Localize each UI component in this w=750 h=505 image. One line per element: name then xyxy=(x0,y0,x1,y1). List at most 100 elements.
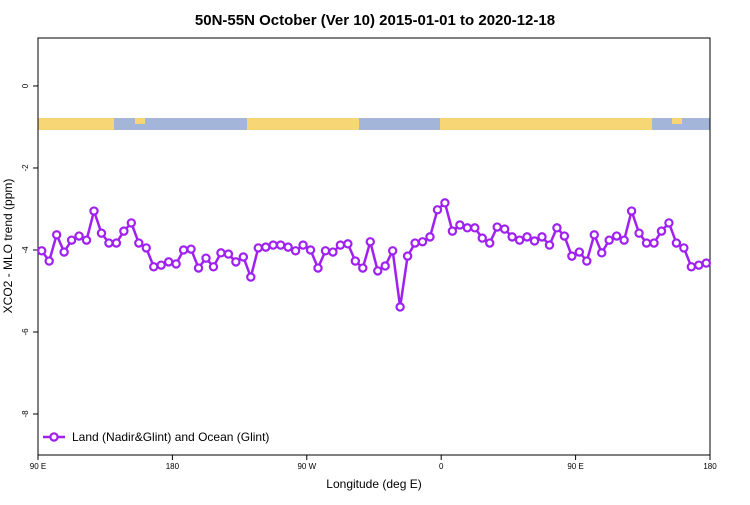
data-point xyxy=(641,238,652,248)
x-tick-label: 0 xyxy=(439,462,444,471)
x-tick-label: 90 E xyxy=(30,462,46,471)
data-point xyxy=(81,235,92,245)
data-point xyxy=(514,235,525,245)
data-point xyxy=(679,243,689,253)
data-point xyxy=(283,242,293,252)
data-point xyxy=(402,251,413,261)
data-point xyxy=(455,220,465,230)
data-point xyxy=(275,240,286,250)
data-point xyxy=(701,258,711,268)
data-point xyxy=(522,232,532,242)
data-point xyxy=(96,228,107,238)
data-point xyxy=(537,232,547,242)
x-tick-label: 180 xyxy=(166,462,180,471)
legend-marker xyxy=(49,432,59,442)
y-tick-label: -6 xyxy=(21,328,30,336)
data-point xyxy=(462,223,473,233)
data-point xyxy=(694,260,704,270)
x-tick-label: 90 E xyxy=(567,462,583,471)
data-point xyxy=(432,205,443,215)
data-point xyxy=(66,235,77,245)
data-point xyxy=(574,247,585,257)
y-tick-label: 0 xyxy=(21,83,30,88)
data-point xyxy=(134,238,144,248)
data-point xyxy=(216,248,226,258)
data-point xyxy=(671,238,682,248)
data-point xyxy=(298,240,308,250)
data-point xyxy=(44,256,54,266)
data-point xyxy=(559,231,570,241)
data-point xyxy=(477,233,487,243)
data-point xyxy=(611,231,622,241)
data-point xyxy=(201,253,211,263)
data-point xyxy=(290,246,301,256)
data-point xyxy=(649,238,659,248)
y-axis-label: XCO2 - MLO trend (ppm) xyxy=(1,179,15,314)
data-point xyxy=(89,206,99,216)
x-axis-label: Longitude (deg E) xyxy=(326,477,421,491)
data-point xyxy=(664,218,674,228)
data-point xyxy=(507,232,517,242)
x-tick-label: 90 W xyxy=(297,462,316,471)
land-ocean-strip xyxy=(38,118,710,130)
data-point xyxy=(656,226,667,236)
data-point xyxy=(178,245,189,255)
data-point xyxy=(104,238,114,248)
data-point xyxy=(238,252,249,262)
data-point xyxy=(37,246,47,256)
data-point xyxy=(126,218,137,228)
data-point xyxy=(59,247,69,257)
data-point xyxy=(335,240,346,250)
data-point xyxy=(626,206,637,216)
y-tick-label: -8 xyxy=(21,410,30,418)
data-point xyxy=(186,244,196,254)
data-point xyxy=(156,260,166,270)
x-tick-label: 180 xyxy=(703,462,717,471)
legend-label: Land (Nadir&Glint) and Ocean (Glint) xyxy=(72,430,269,444)
data-point xyxy=(313,263,323,273)
data-point xyxy=(582,256,592,266)
data-point xyxy=(686,262,697,272)
data-point xyxy=(470,223,480,233)
data-point xyxy=(268,240,278,250)
series-line xyxy=(40,200,707,308)
data-point xyxy=(141,243,151,253)
data-point xyxy=(261,242,271,252)
data-point xyxy=(119,226,129,236)
data-point xyxy=(74,231,84,241)
legend: Land (Nadir&Glint) and Ocean (Glint) xyxy=(43,430,269,444)
plot-frame xyxy=(37,37,711,456)
data-point xyxy=(485,238,495,248)
data-point xyxy=(395,302,405,312)
data-point xyxy=(193,263,204,273)
data-point xyxy=(619,235,629,245)
data-point xyxy=(604,235,614,245)
data-point xyxy=(171,259,181,269)
data-point xyxy=(380,261,390,271)
data-point xyxy=(365,237,375,247)
data-point xyxy=(358,263,368,273)
data-point xyxy=(320,246,331,256)
data-point xyxy=(634,228,644,238)
data-point xyxy=(499,224,510,234)
data-point xyxy=(328,247,338,257)
data-point xyxy=(111,238,122,248)
data-point xyxy=(350,256,361,266)
data-point xyxy=(51,230,62,240)
data-point xyxy=(223,249,234,259)
data-point xyxy=(544,240,555,250)
data-point xyxy=(440,198,450,208)
data-point xyxy=(163,257,174,267)
data-point xyxy=(246,272,256,282)
data-point xyxy=(343,239,353,249)
data-point xyxy=(231,257,241,267)
data-point xyxy=(447,226,458,236)
data-point xyxy=(529,236,540,246)
data-point xyxy=(425,232,435,242)
data-point xyxy=(567,251,577,261)
data-point xyxy=(208,262,219,272)
y-tick-label: -2 xyxy=(21,164,30,172)
data-point xyxy=(589,230,599,240)
data-point xyxy=(253,243,263,253)
